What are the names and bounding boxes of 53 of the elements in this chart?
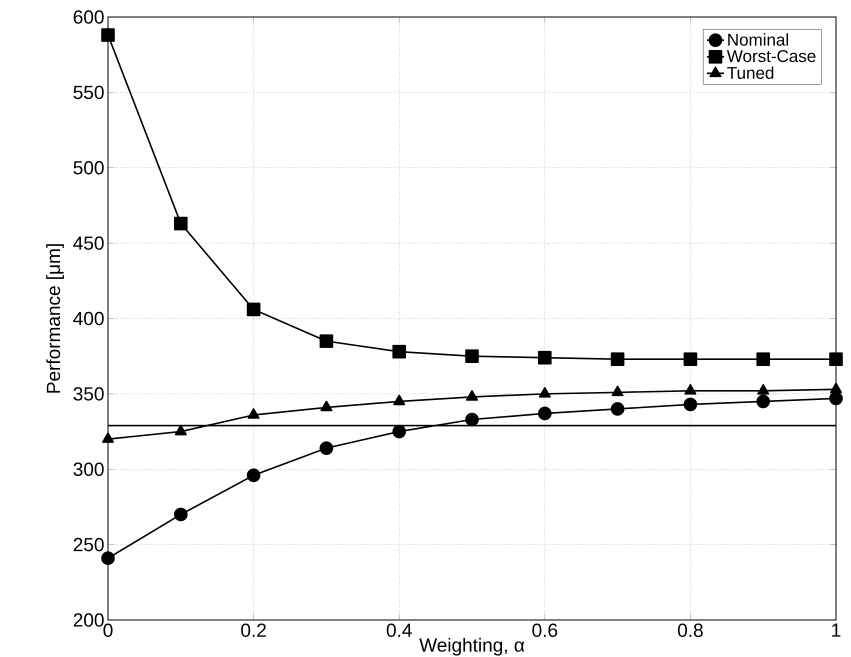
y-tick-label: 450: [73, 236, 104, 250]
point: [684, 352, 698, 366]
x-tick-label: 0: [103, 624, 113, 637]
y-tick-label: 200: [74, 613, 104, 627]
x-tick-label: 0.8: [678, 624, 703, 637]
x-tick-label: 0.2: [241, 624, 266, 637]
point: [174, 424, 187, 436]
point: [610, 402, 624, 416]
point: [174, 216, 188, 230]
point: [538, 350, 552, 364]
point: [174, 508, 188, 522]
point: [392, 344, 406, 358]
point: [320, 441, 334, 455]
point: [101, 551, 115, 565]
legend-label: Nominal: [728, 33, 788, 46]
y-tick-label: 400: [73, 312, 104, 326]
point: [538, 406, 552, 420]
point: [756, 394, 770, 408]
y-tick-label: 600: [74, 10, 104, 24]
point: [829, 392, 843, 406]
point: [684, 398, 698, 412]
legend-label: Worst-Case: [726, 50, 816, 62]
y-tick-label: 500: [74, 161, 104, 174]
point: [684, 384, 696, 395]
point: [393, 394, 406, 406]
point: [392, 424, 406, 438]
x-tick-label: 1: [832, 624, 840, 637]
point: [465, 412, 479, 426]
point: [538, 387, 551, 398]
point: [248, 408, 260, 419]
y-axis-title: Performance [μm]: [46, 244, 64, 393]
point: [246, 468, 260, 482]
y-tick-label: 350: [73, 387, 104, 401]
point: [612, 386, 624, 396]
point: [756, 352, 770, 366]
point: [101, 28, 115, 42]
point: [246, 302, 260, 316]
x-axis-title: Weighting, α: [419, 638, 524, 656]
x-tick-label: 0.6: [532, 624, 558, 637]
point: [829, 352, 843, 366]
point: [465, 349, 479, 363]
point: [320, 400, 332, 412]
point: [757, 384, 770, 395]
point: [466, 390, 478, 401]
point: [830, 382, 842, 394]
point: [102, 432, 114, 443]
y-tick-label: 550: [74, 86, 104, 100]
x-tick-label: 0.4: [386, 624, 412, 637]
legend-label: Tuned: [727, 66, 774, 79]
point: [320, 334, 334, 348]
point: [610, 352, 624, 366]
y-tick-label: 250: [74, 538, 104, 552]
y-tick-label: 300: [73, 462, 104, 476]
